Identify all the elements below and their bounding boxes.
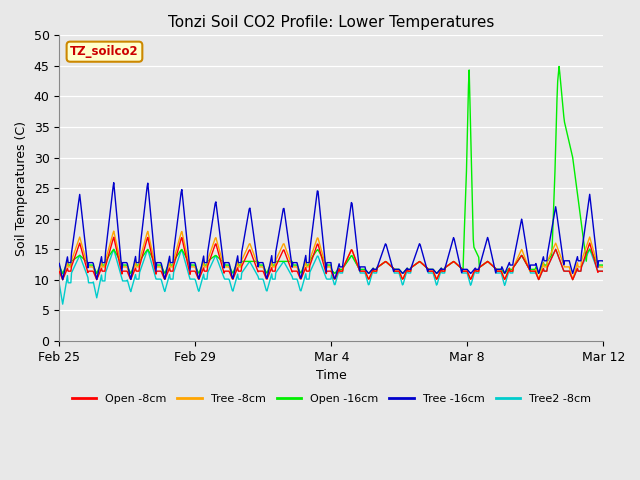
Legend: Open -8cm, Tree -8cm, Open -16cm, Tree -16cm, Tree2 -8cm: Open -8cm, Tree -8cm, Open -16cm, Tree -…: [67, 389, 595, 408]
Title: Tonzi Soil CO2 Profile: Lower Temperatures: Tonzi Soil CO2 Profile: Lower Temperatur…: [168, 15, 495, 30]
Y-axis label: Soil Temperatures (C): Soil Temperatures (C): [15, 120, 28, 255]
Text: TZ_soilco2: TZ_soilco2: [70, 45, 139, 58]
X-axis label: Time: Time: [316, 369, 347, 382]
